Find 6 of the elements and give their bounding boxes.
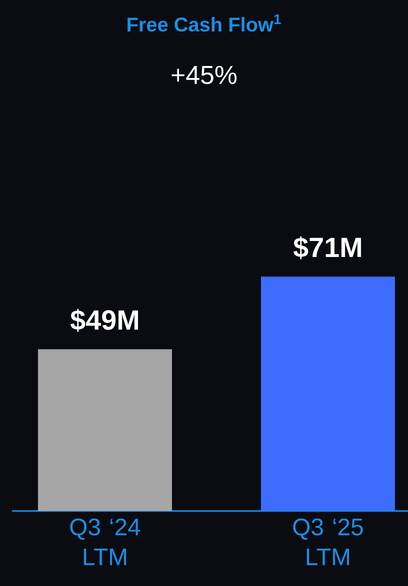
chart-subtitle: +45%: [172, 66, 237, 84]
data-label: $71M: [293, 236, 361, 260]
x-tick-label: Q3 ‘25 LTM: [293, 518, 363, 566]
chart-title: Free Cash Flow$^{1}$: [128, 14, 281, 32]
x-tick-label: Q3 ‘24 LTM: [70, 518, 140, 566]
data-label: $49M: [70, 308, 138, 332]
